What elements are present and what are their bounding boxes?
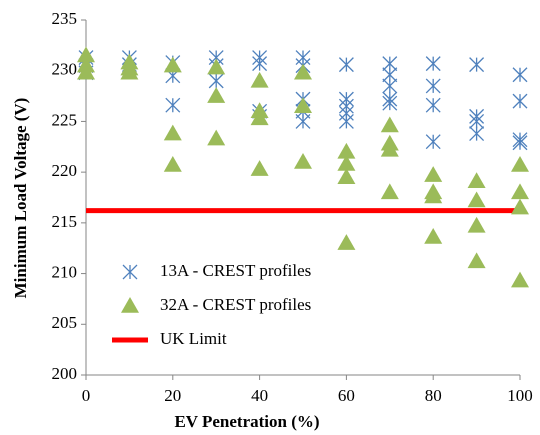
x-tick-label: 40 bbox=[251, 386, 268, 405]
point bbox=[424, 187, 443, 204]
point bbox=[424, 228, 443, 244]
point bbox=[425, 78, 441, 94]
point bbox=[207, 87, 226, 103]
point bbox=[511, 156, 529, 172]
point bbox=[250, 109, 269, 126]
point bbox=[425, 56, 441, 72]
point bbox=[467, 216, 486, 233]
point bbox=[512, 67, 528, 83]
x-axis-title: EV Penetration (%) bbox=[174, 412, 319, 431]
point bbox=[382, 95, 398, 111]
point bbox=[469, 126, 485, 142]
y-tick-label: 210 bbox=[52, 262, 78, 281]
point bbox=[250, 71, 269, 88]
point bbox=[512, 93, 528, 109]
y-tick-label: 225 bbox=[52, 110, 78, 129]
y-tick-label: 230 bbox=[52, 60, 78, 79]
point bbox=[425, 97, 441, 113]
point bbox=[207, 58, 226, 75]
point bbox=[424, 166, 443, 182]
y-tick-label: 235 bbox=[52, 9, 78, 28]
legend-label: 32A - CREST profiles bbox=[160, 295, 311, 314]
point bbox=[469, 113, 485, 129]
point bbox=[77, 46, 95, 63]
legend-label: 13A - CREST profiles bbox=[160, 261, 311, 280]
point bbox=[511, 183, 529, 200]
point bbox=[467, 252, 486, 269]
point bbox=[295, 113, 311, 129]
x-tick-label: 0 bbox=[82, 386, 91, 405]
point bbox=[163, 56, 182, 73]
point bbox=[512, 135, 528, 151]
y-tick-label: 215 bbox=[52, 212, 78, 231]
point bbox=[337, 155, 356, 171]
point bbox=[380, 183, 399, 200]
x-tick-label: 100 bbox=[507, 386, 533, 405]
point bbox=[469, 57, 485, 73]
point bbox=[467, 172, 486, 189]
y-tick-label: 205 bbox=[52, 313, 78, 332]
point bbox=[338, 113, 354, 129]
x-tick-label: 60 bbox=[338, 386, 355, 405]
point bbox=[165, 97, 181, 113]
y-tick-label: 200 bbox=[52, 364, 78, 383]
point bbox=[380, 140, 399, 157]
point bbox=[511, 271, 529, 288]
point bbox=[294, 63, 312, 80]
legend-marker bbox=[121, 297, 139, 313]
point bbox=[382, 78, 398, 94]
point bbox=[338, 57, 354, 73]
point bbox=[467, 191, 486, 208]
point bbox=[250, 160, 269, 176]
point bbox=[294, 97, 312, 113]
x-tick-label: 80 bbox=[425, 386, 442, 405]
point bbox=[294, 153, 312, 169]
y-axis-title: Minimum Load Voltage (V) bbox=[11, 98, 30, 299]
point bbox=[337, 142, 356, 159]
point bbox=[207, 129, 226, 146]
point bbox=[337, 234, 356, 250]
y-tick-label: 220 bbox=[52, 161, 78, 180]
point bbox=[511, 198, 529, 215]
legend-marker bbox=[122, 264, 138, 280]
point bbox=[425, 134, 441, 150]
point bbox=[208, 73, 224, 89]
x-tick-label: 20 bbox=[164, 386, 181, 405]
point bbox=[380, 116, 399, 133]
point bbox=[163, 124, 182, 141]
point bbox=[77, 63, 95, 80]
point bbox=[163, 156, 182, 172]
point bbox=[120, 63, 139, 80]
point bbox=[252, 56, 268, 72]
point bbox=[337, 168, 356, 184]
legend-label: UK Limit bbox=[160, 329, 227, 348]
